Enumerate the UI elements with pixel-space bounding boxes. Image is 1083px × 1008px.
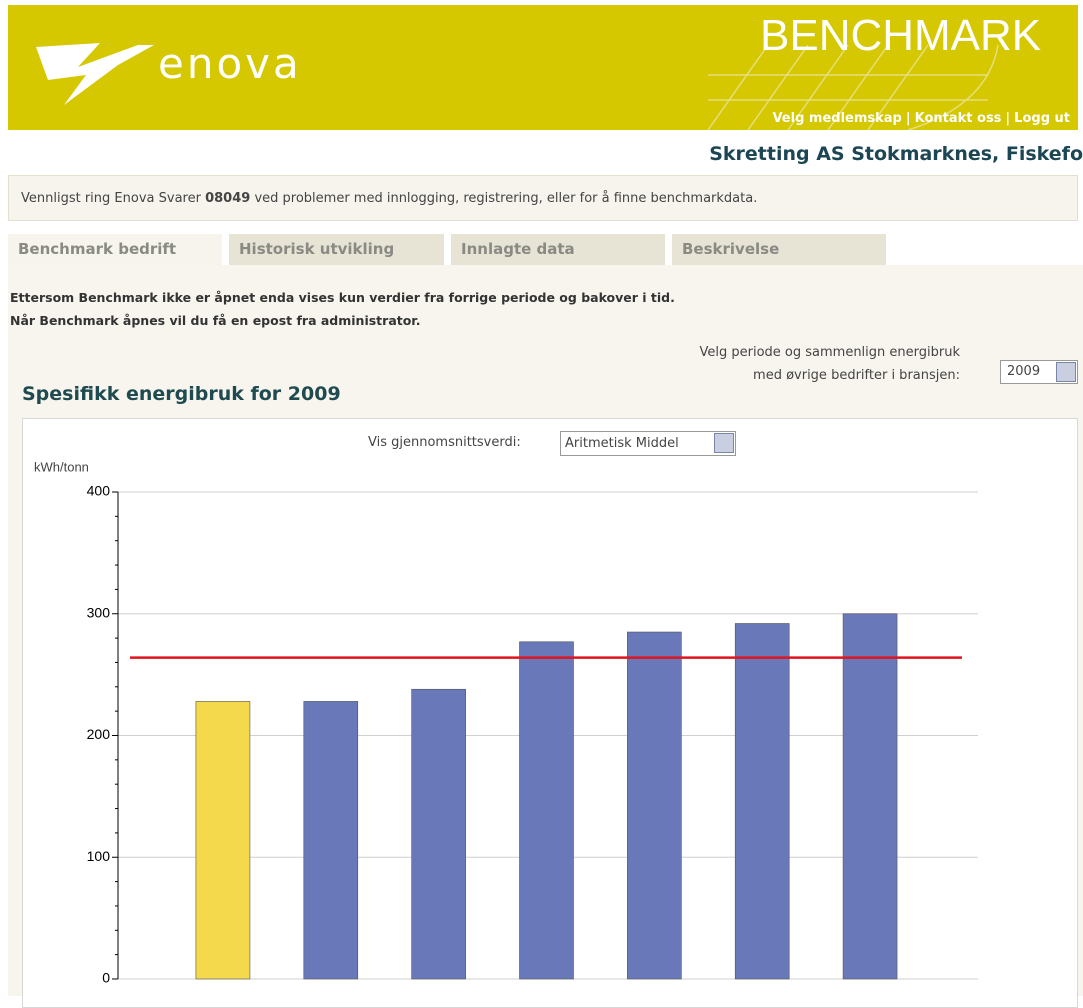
tab[interactable]: Innlagte data (451, 234, 665, 265)
bar (734, 623, 790, 980)
company-name: Skretting AS Stokmarknes, Fiskefo (709, 143, 1083, 165)
bar (411, 688, 466, 980)
period-label: Velg periode og sammenlign energibruk (699, 345, 961, 360)
link[interactable]: Velg medlemskap (772, 111, 902, 126)
tab[interactable]: Benchmark bedrift (8, 234, 222, 265)
bar (842, 613, 898, 980)
message: Når Benchmark åpnes vil du få en epost f… (10, 313, 421, 328)
y-tick-label: 400 (87, 483, 111, 499)
tab[interactable]: Beskrivelse (672, 234, 886, 265)
logo: enova (158, 39, 302, 88)
average-label: Vis gjennomsnittsverdi: (368, 435, 521, 450)
select-value: Aritmetisk Middel (565, 436, 679, 451)
period-label: med øvrige bedrifter i bransjen: (753, 368, 960, 383)
dropdown-arrow[interactable] (1056, 362, 1076, 382)
header: enova BENCHMARK Velg medlemskap | Kontakt … (8, 5, 1078, 130)
y-tick-label: 100 (87, 848, 111, 864)
y-axis-label: kWh/tonn (34, 459, 89, 474)
tab[interactable]: Historisk utvikling (229, 234, 444, 265)
brand: BENCHMARK (760, 11, 1042, 60)
header-art (36, 43, 999, 130)
phone: 08049 (205, 191, 251, 206)
bar (519, 641, 574, 980)
header-links: Velg medlemskap | Kontakt oss | Logg ut (772, 111, 1070, 126)
chart-title: Spesifikk energibruk for 2009 (22, 383, 341, 405)
bar (627, 631, 682, 980)
link[interactable]: Logg ut (1014, 111, 1070, 126)
bar (195, 701, 251, 980)
message: Ettersom Benchmark ikke er åpnet enda vi… (10, 290, 675, 305)
y-tick-label: 200 (87, 726, 111, 742)
notice: Vennligst ring Enova Svarer 08049 ved pr… (8, 175, 1078, 221)
y-tick-label: 300 (87, 604, 111, 620)
period-select[interactable]: 2009 (1000, 360, 1078, 384)
average-select[interactable]: Aritmetisk Middel (560, 431, 736, 456)
select-value: 2009 (1007, 364, 1041, 379)
dropdown-arrow[interactable] (714, 433, 734, 453)
notice-text: ved problemer med innlogging, registreri… (254, 191, 758, 206)
y-tick-label: 0 (102, 970, 110, 986)
bar (303, 701, 359, 980)
link[interactable]: Kontakt oss (914, 111, 1002, 126)
notice-text: Vennligst ring Enova Svarer (21, 191, 201, 206)
